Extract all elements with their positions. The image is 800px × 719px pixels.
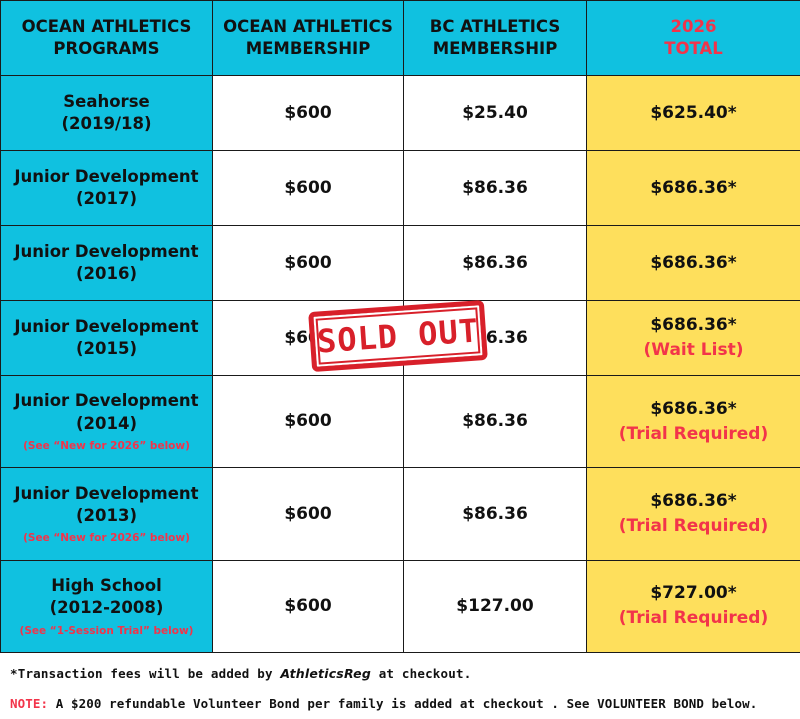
total-note: (Trial Required)	[618, 608, 769, 629]
bc-fee: $86.36	[403, 150, 587, 227]
total-fee: $625.40*	[586, 75, 800, 152]
bc-fee: $86.36	[403, 375, 587, 469]
total-amount: $625.40*	[650, 102, 737, 123]
header-row: OCEAN ATHLETICS PROGRAMS OCEAN ATHLETICS…	[0, 0, 800, 77]
note-label: NOTE:	[10, 696, 49, 711]
program-years: (2019/18)	[61, 114, 152, 134]
ocean-fee: $600	[212, 375, 404, 469]
total-note: (Wait List)	[643, 340, 744, 361]
transaction-footnote: *Transaction fees will be added by Athle…	[10, 666, 471, 681]
program-cell: Seahorse (2019/18)	[0, 75, 213, 152]
program-years: (2015)	[75, 339, 137, 359]
program-name: Junior Development	[14, 391, 199, 411]
program-cell: Junior Development (2013) (See “New for …	[0, 467, 213, 561]
total-fee: $727.00* (Trial Required)	[586, 559, 800, 654]
table-row: Junior Development (2013) (See “New for …	[0, 467, 800, 561]
table-row: Junior Development (2017) $600 $86.36 $6…	[0, 150, 800, 227]
program-years: (2014)	[75, 413, 137, 433]
program-cell: High School (2012-2008) (See “1-Session …	[0, 559, 213, 654]
fee-table: OCEAN ATHLETICS PROGRAMS OCEAN ATHLETICS…	[0, 0, 800, 654]
ocean-fee: $600	[212, 467, 404, 561]
note-text: A $200 refundable Volunteer Bond per fam…	[48, 696, 758, 711]
program-name: Seahorse	[63, 91, 150, 111]
header-programs: OCEAN ATHLETICS PROGRAMS	[0, 0, 213, 77]
program-name: High School	[51, 575, 162, 595]
total-amount: $686.36*	[650, 491, 737, 512]
ocean-fee: $600	[212, 225, 404, 302]
header-total: 2026 TOTAL	[586, 0, 800, 77]
program-name: Junior Development	[14, 166, 199, 186]
header-total-year: 2026	[670, 16, 717, 36]
program-subnote: (See “1-Session Trial” below)	[19, 624, 194, 637]
program-cell: Junior Development (2014) (See “New for …	[0, 375, 213, 469]
total-fee: $686.36*	[586, 225, 800, 302]
program-subnote: (See “New for 2026” below)	[23, 532, 190, 545]
header-bc-membership: BC ATHLETICS MEMBERSHIP	[403, 0, 587, 77]
footnote-brand: AthleticsReg	[280, 666, 371, 681]
table-row: High School (2012-2008) (See “1-Session …	[0, 559, 800, 654]
ocean-fee: $600	[212, 150, 404, 227]
ocean-fee: $600	[212, 559, 404, 654]
header-total-label: TOTAL	[664, 39, 723, 59]
footnote-suffix: at checkout.	[370, 666, 472, 681]
bc-fee: $86.36	[403, 467, 587, 561]
program-name: Junior Development	[14, 241, 199, 261]
total-fee: $686.36* (Trial Required)	[586, 467, 800, 561]
total-note: (Trial Required)	[618, 516, 769, 537]
total-amount: $686.36*	[650, 177, 737, 198]
program-cell: Junior Development (2015)	[0, 300, 213, 377]
total-fee: $686.36* (Trial Required)	[586, 375, 800, 469]
total-amount: $686.36*	[650, 252, 737, 273]
bc-fee: $25.40	[403, 75, 587, 152]
total-fee: $686.36* (Wait List)	[586, 300, 800, 377]
bc-fee: $86.36	[403, 225, 587, 302]
program-name: Junior Development	[14, 483, 199, 503]
program-years: (2016)	[75, 264, 137, 284]
table-row: Seahorse (2019/18) $600 $25.40 $625.40*	[0, 75, 800, 152]
program-subnote: (See “New for 2026” below)	[23, 439, 190, 452]
program-cell: Junior Development (2017)	[0, 150, 213, 227]
table-row: Junior Development (2014) (See “New for …	[0, 375, 800, 469]
total-amount: $727.00*	[650, 583, 737, 604]
program-years: (2017)	[75, 189, 137, 209]
table-row: Junior Development (2016) $600 $86.36 $6…	[0, 225, 800, 302]
footnote-prefix: *Transaction fees will be added by	[10, 666, 281, 681]
sold-out-stamp: SOLD OUT	[308, 299, 488, 373]
total-amount: $686.36*	[650, 315, 737, 336]
program-years: (2012-2008)	[49, 598, 164, 618]
program-cell: Junior Development (2016)	[0, 225, 213, 302]
bc-fee: $127.00	[403, 559, 587, 654]
total-note: (Trial Required)	[618, 423, 769, 444]
program-name: Junior Development	[14, 316, 199, 336]
program-years: (2013)	[75, 505, 137, 525]
header-ocean-membership: OCEAN ATHLETICS MEMBERSHIP	[212, 0, 404, 77]
ocean-fee: $600	[212, 75, 404, 152]
total-amount: $686.36*	[650, 398, 737, 419]
volunteer-bond-note: NOTE: A $200 refundable Volunteer Bond p…	[10, 696, 757, 711]
total-fee: $686.36*	[586, 150, 800, 227]
